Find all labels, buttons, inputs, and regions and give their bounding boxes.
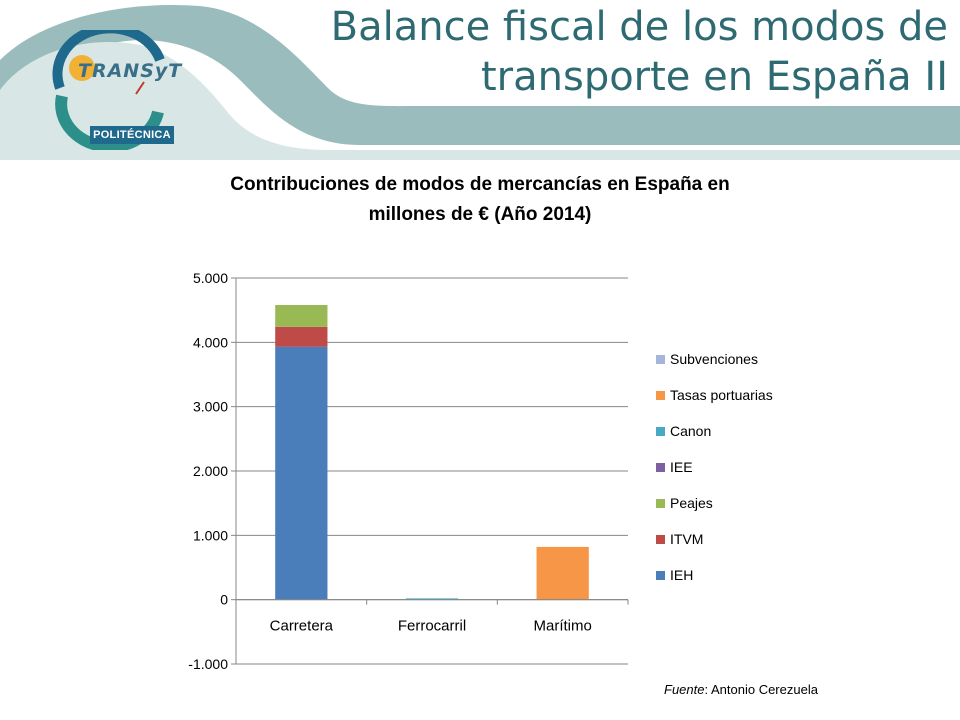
transyt-logo: TRANSyT POLITÉCNICA — [40, 23, 200, 153]
logo-wordmark: TRANSyT — [78, 60, 183, 82]
legend-label: Subvenciones — [670, 351, 758, 367]
bar-segment-ieh — [275, 346, 328, 600]
y-tick-label: 1.000 — [193, 527, 228, 543]
source-text: : Antonio Cerezuela — [704, 682, 818, 697]
chart-title: Contribuciones de modos de mercancías en… — [100, 170, 860, 230]
legend-swatch — [656, 427, 665, 436]
y-tick-label: 0 — [220, 592, 228, 608]
chart-title-line2: millones de € (Año 2014) — [368, 204, 592, 225]
bar-segment-peajes — [275, 305, 328, 327]
logo-badge: POLITÉCNICA — [90, 126, 174, 144]
legend-swatch — [656, 571, 665, 580]
logo-emblem-icon — [52, 23, 165, 153]
legend-swatch — [656, 391, 665, 400]
legend-label: Canon — [670, 423, 711, 439]
y-tick-label: 4.000 — [193, 334, 228, 350]
x-category-label: Ferrocarril — [398, 618, 466, 635]
y-tick-label: -1.000 — [188, 656, 228, 672]
legend-label: Peajes — [670, 495, 713, 511]
slide-title-line2: transporte en España II — [480, 54, 948, 100]
chart-title-line1: Contribuciones de modos de mercancías en… — [230, 174, 730, 195]
legend-swatch — [656, 499, 665, 508]
x-category-label: Marítimo — [533, 618, 591, 635]
legend-swatch — [656, 535, 665, 544]
legend-label: IEE — [670, 459, 693, 475]
bar-segment-tasas-portuarias — [536, 546, 589, 600]
bar-segment-itvm — [275, 326, 328, 347]
x-category-label: Carretera — [270, 618, 334, 635]
y-tick-label: 3.000 — [193, 399, 228, 415]
header-background — [0, 4, 960, 160]
legend-label: Tasas portuarias — [670, 387, 773, 403]
legend-label: IEH — [670, 567, 693, 583]
slide-title: Balance fiscal de los modos de transport… — [248, 2, 948, 102]
chart-area: -1.000 0 1.000 2.000 3.000 4.000 5.000 Carreter… — [166, 260, 802, 678]
y-tick-label: 5.000 — [193, 270, 228, 286]
legend-swatch — [656, 355, 665, 364]
legend-swatch — [656, 463, 665, 472]
stacked-bar-chart: -1.000 0 1.000 2.000 3.000 4.000 5.000 Carreter… — [188, 270, 773, 672]
source-label: Fuente — [664, 682, 705, 697]
legend-label: ITVM — [670, 531, 703, 547]
source-note: Fuente: Antonio Cerezuela — [664, 682, 818, 697]
slide-title-line1: Balance fiscal de los modos de — [330, 4, 948, 50]
y-tick-label: 2.000 — [193, 463, 228, 479]
